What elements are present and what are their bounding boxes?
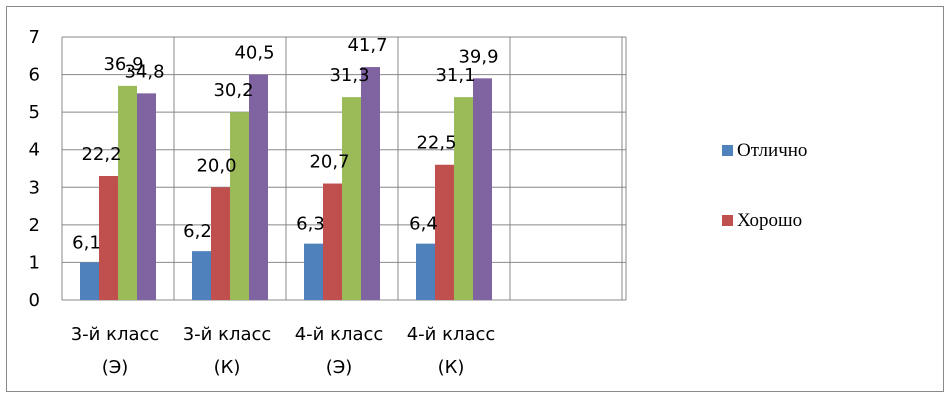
data-label: 6,1 <box>72 232 101 253</box>
y-tick-label: 4 <box>29 140 40 161</box>
x-axis-categories: 3-й класс (Э) 3-й класс (К) 4-й класс (Э) 4-й … <box>71 324 496 378</box>
data-label: 6,3 <box>296 214 325 235</box>
category-label: 3-й класс <box>71 324 160 345</box>
chart-frame <box>6 6 944 392</box>
bar <box>230 112 249 301</box>
category-label: (К) <box>214 357 241 378</box>
bar <box>323 183 342 300</box>
bar <box>473 78 492 300</box>
bar <box>361 67 380 300</box>
y-tick-label: 5 <box>29 102 40 123</box>
bars <box>80 67 492 301</box>
y-tick-label: 3 <box>29 177 40 198</box>
legend-swatch <box>722 215 733 226</box>
category-label: (Э) <box>326 357 353 378</box>
legend-swatch <box>722 145 733 156</box>
category-label: 4-й класс <box>295 324 384 345</box>
data-label: 39,9 <box>458 46 498 67</box>
data-label: 22,2 <box>81 144 121 165</box>
y-tick-label: 1 <box>29 252 40 273</box>
data-label: 6,4 <box>409 214 438 235</box>
category-label: 4-й класс <box>407 324 496 345</box>
bar <box>99 176 118 300</box>
data-label: 6,2 <box>183 221 212 242</box>
bar <box>249 74 268 300</box>
bar <box>118 85 137 300</box>
bar <box>416 243 435 300</box>
y-tick-label: 7 <box>29 27 40 48</box>
data-label: 41,7 <box>347 35 387 56</box>
legend-label: Отлично <box>737 140 807 161</box>
y-tick-label: 6 <box>29 65 40 86</box>
category-label: (Э) <box>102 357 129 378</box>
data-label: 31,1 <box>435 65 475 86</box>
data-label: 31,3 <box>329 65 369 86</box>
data-label: 20,7 <box>309 152 349 173</box>
bar <box>192 251 211 300</box>
bar <box>454 97 473 300</box>
y-tick-label: 2 <box>29 215 40 236</box>
data-label: 40,5 <box>234 43 274 64</box>
bar <box>342 97 361 300</box>
data-label: 34,8 <box>124 61 164 82</box>
legend: Отлично Хорошо <box>722 140 807 231</box>
data-label: 30,2 <box>213 80 253 101</box>
bar <box>137 93 156 300</box>
y-axis-ticks: 0 1 2 3 4 5 6 7 <box>29 27 40 311</box>
bar <box>80 262 99 300</box>
bar <box>211 187 230 300</box>
category-label: 3-й класс <box>183 324 272 345</box>
data-labels: 6,1 6,2 6,3 6,4 22,2 20,0 20,7 22,5 36,9 30,2 31,3… <box>72 35 498 253</box>
category-label: (К) <box>438 357 465 378</box>
data-label: 36,9 <box>103 54 143 75</box>
bar <box>304 243 323 300</box>
data-label: 20,0 <box>196 155 236 176</box>
data-label: 22,5 <box>416 133 456 154</box>
bar <box>435 164 454 300</box>
legend-label: Хорошо <box>737 210 802 231</box>
y-tick-label: 0 <box>29 290 40 311</box>
